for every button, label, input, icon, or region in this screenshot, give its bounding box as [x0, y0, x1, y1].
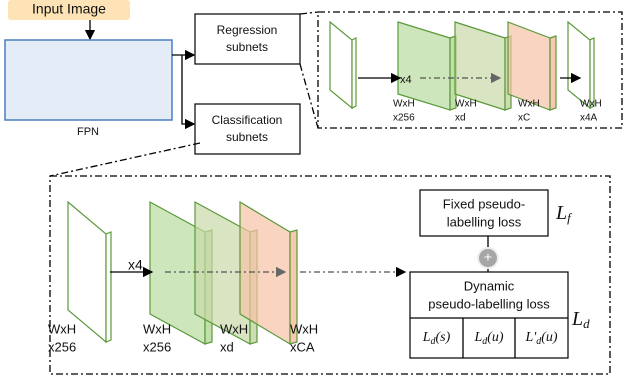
- layer-side: [455, 22, 505, 110]
- fixed-loss-label: Fixed pseudo-: [443, 196, 525, 211]
- layer-size: WxH: [455, 99, 477, 110]
- classification-box: [195, 104, 300, 154]
- symbol-sub: d: [583, 316, 590, 331]
- layer-size: WxH: [220, 321, 248, 336]
- zoom-line: [50, 143, 200, 176]
- layer-front: [550, 36, 556, 110]
- layer-size: WxH: [48, 321, 76, 336]
- layer-side: [568, 22, 590, 108]
- layer-side: [398, 22, 450, 110]
- zoom-line: [300, 64, 318, 128]
- term-main: L: [473, 330, 482, 345]
- layer-channels: x256: [143, 339, 171, 354]
- fixed-loss-symbol: Lf: [555, 202, 573, 225]
- diagram: Input Image FPN Regression subnets Class…: [0, 0, 624, 379]
- dynamic-loss-label: Dynamic: [464, 278, 515, 293]
- layer-side: [330, 22, 352, 108]
- plus-sign: +: [484, 249, 492, 265]
- layer-size: WxH: [143, 321, 171, 336]
- loss-term: Ld(s): [422, 330, 451, 347]
- classification-label: subnets: [226, 130, 268, 144]
- layer-channels: x256: [48, 339, 76, 354]
- term-main: L: [422, 330, 431, 345]
- term-arg: (s): [436, 330, 451, 345]
- zoom-line: [300, 12, 318, 14]
- loss-term: Ld(u): [473, 330, 503, 347]
- layer-size: WxH: [393, 99, 415, 110]
- layer-side: [508, 22, 550, 110]
- regression-box: [195, 14, 300, 64]
- layer-channels: x4A: [580, 113, 598, 124]
- regression-label: subnets: [226, 40, 268, 54]
- regression-label: Regression: [217, 23, 278, 37]
- term-arg: (u): [487, 330, 504, 345]
- repeat-label: x4: [128, 257, 143, 273]
- layer-channels: xd: [220, 339, 234, 354]
- layer-front: [352, 38, 356, 108]
- symbol-main: L: [571, 308, 583, 330]
- layer-size: WxH: [580, 99, 602, 110]
- layer-size: WxH: [290, 321, 318, 336]
- layer-channels: x256: [393, 113, 415, 124]
- layer-channels: xC: [518, 113, 530, 124]
- symbol-sub: f: [567, 210, 573, 225]
- repeat-label: x4: [400, 74, 412, 86]
- classification-label: Classification: [212, 113, 283, 127]
- layer-size: WxH: [518, 99, 540, 110]
- symbol-main: L: [555, 202, 567, 224]
- layer-channels: xCA: [290, 339, 315, 354]
- fixed-loss-label: labelling loss: [447, 214, 522, 229]
- dynamic-loss-label: pseudo-labelling loss: [428, 296, 550, 311]
- layer-channels: xd: [455, 113, 466, 124]
- layer-front: [590, 38, 594, 108]
- term-arg: (u): [541, 330, 558, 345]
- dynamic-loss-symbol: Ld: [571, 308, 590, 331]
- input-label: Input Image: [32, 1, 106, 17]
- loss-term: L'd(u): [524, 330, 557, 347]
- arrow: [182, 55, 194, 124]
- fpn-box: [5, 40, 172, 120]
- layer-front: [106, 232, 111, 342]
- fpn-label: FPN: [77, 126, 99, 138]
